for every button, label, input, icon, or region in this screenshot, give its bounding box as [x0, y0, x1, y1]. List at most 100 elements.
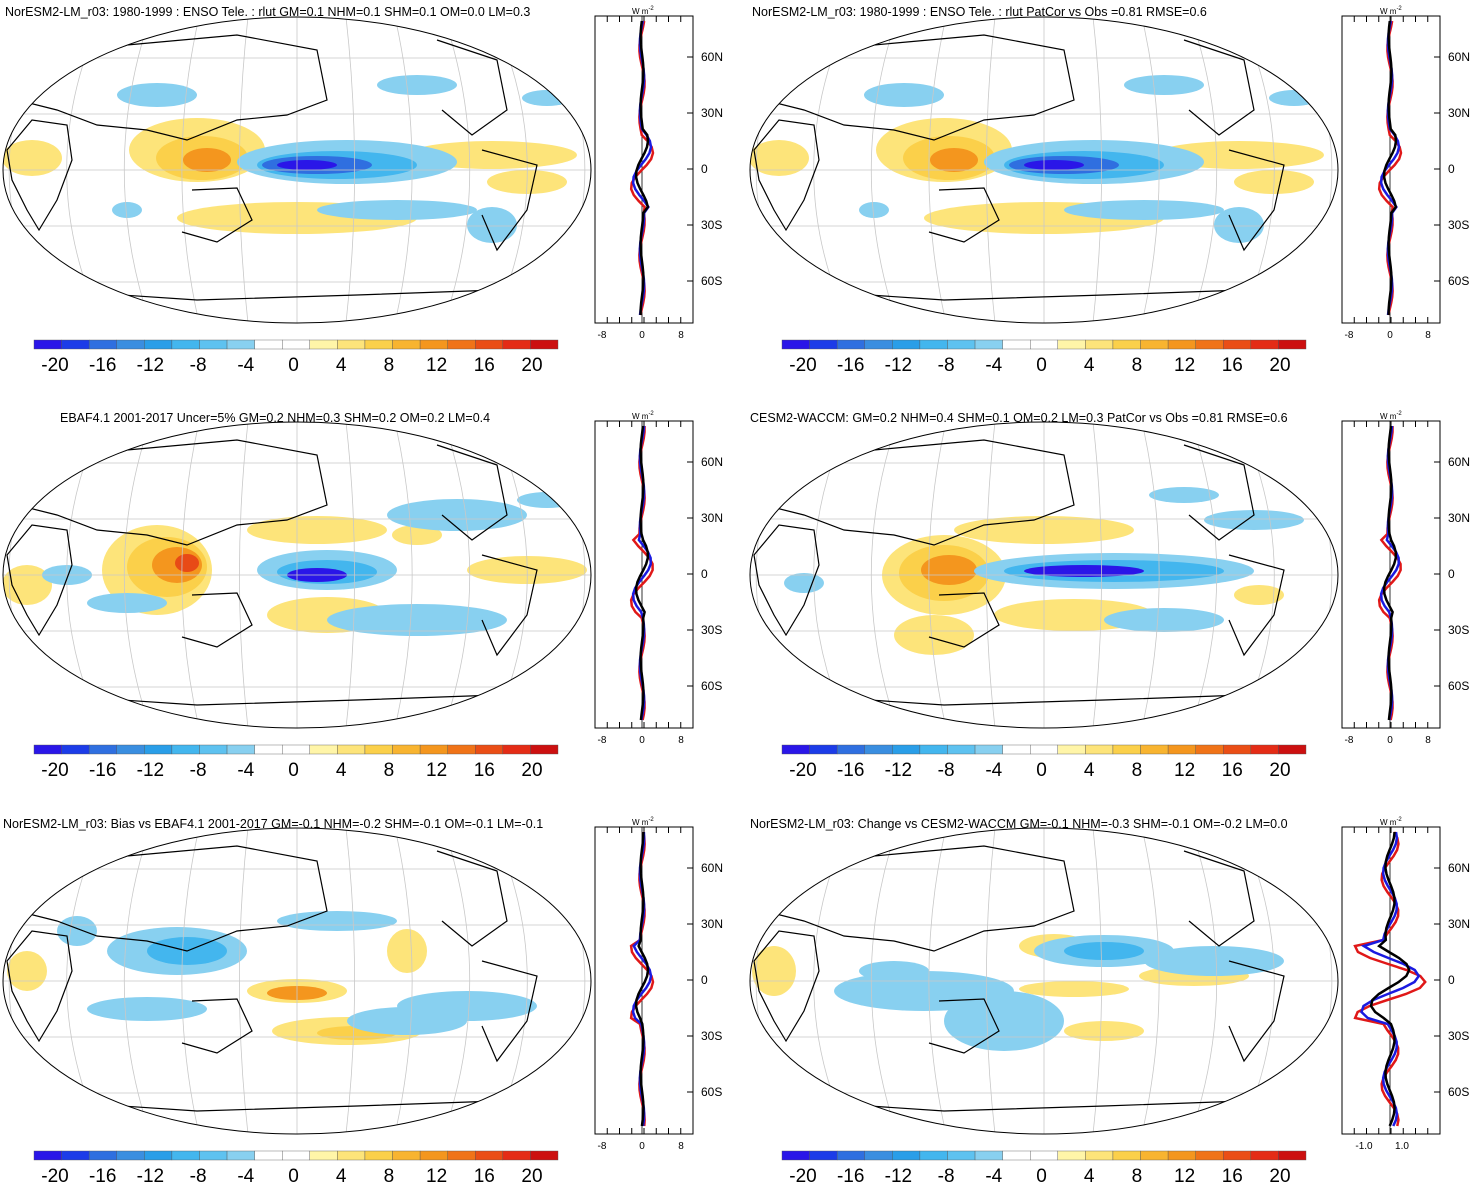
colorbar-swatch [1278, 1150, 1307, 1161]
positive-anomaly-region [1234, 585, 1284, 605]
colorbar-swatch [1002, 744, 1031, 755]
meridian-line [394, 17, 413, 323]
colorbar-swatch [1140, 339, 1169, 350]
colorbar-label: 20 [1269, 1166, 1290, 1187]
negative-anomaly-region [1064, 942, 1144, 960]
colorbar-swatch [1112, 339, 1141, 350]
colorbar-swatch [809, 1150, 838, 1161]
colorbar-swatch [447, 339, 476, 350]
colorbar-label: -8 [190, 760, 207, 781]
negative-anomaly-region [117, 83, 197, 107]
colorbar-swatch [530, 1150, 559, 1161]
lat-label: 60S [1448, 679, 1469, 693]
lat-label: 60N [1448, 455, 1470, 469]
colorbar-label: 16 [1222, 355, 1243, 376]
profile-model-curve [1360, 831, 1421, 1127]
coastline [436, 39, 508, 136]
positive-anomaly-region [1064, 1021, 1144, 1041]
colorbar-swatch [809, 744, 838, 755]
colorbar-swatch [809, 339, 838, 350]
colorbar-swatch [1140, 744, 1169, 755]
colorbar-swatch [144, 744, 173, 755]
colorbar-swatch [88, 744, 117, 755]
coastline [481, 960, 538, 1063]
map-5 [2, 827, 592, 1135]
colorbar-swatch [781, 339, 810, 350]
profile-xtick-label: 1.0 [1395, 1141, 1409, 1152]
colorbar-swatch [282, 339, 310, 350]
map-4 [749, 421, 1339, 729]
profile-xtick-label: 0 [639, 735, 645, 746]
colorbar-label: -4 [237, 1166, 254, 1187]
colorbar-label: 4 [1084, 760, 1095, 781]
meridian-line [1092, 422, 1102, 728]
colorbar-swatch [1030, 744, 1058, 755]
negative-anomaly-region [859, 961, 929, 981]
coastline [1183, 39, 1255, 136]
colorbar-label: -8 [190, 1166, 207, 1187]
negative-anomaly-region [1064, 200, 1224, 220]
colorbar-swatch [919, 339, 948, 350]
colorbar-label: 8 [1132, 1166, 1143, 1187]
colorbar-label: -12 [137, 760, 164, 781]
coastline [928, 187, 1000, 243]
profile-6: 60N 30N 0 30S 60S W m-2 -1.0 1.0 [1341, 817, 1470, 1152]
colorbar-label: -8 [938, 1166, 955, 1187]
coastline [928, 998, 1000, 1054]
colorbar-label: -12 [885, 355, 912, 376]
colorbar-label: -20 [41, 1166, 68, 1187]
lat-label: 30N [1448, 106, 1470, 120]
meridian-line [394, 422, 413, 728]
colorbar-swatch [171, 1150, 200, 1161]
profile-ref-curve [634, 20, 650, 316]
map-4-field [750, 422, 1338, 728]
coastline [436, 444, 508, 541]
negative-anomaly-region [1024, 160, 1084, 170]
colorbar-swatch [144, 1150, 173, 1161]
colorbar-swatch [864, 339, 893, 350]
colorbar-swatch [530, 339, 559, 350]
positive-anomaly-region [750, 140, 809, 176]
colorbar-label: -12 [137, 355, 164, 376]
map-3 [2, 421, 592, 729]
profile-xtick-label: -8 [598, 330, 607, 341]
map-6-field [750, 828, 1338, 1134]
coastline [1228, 554, 1285, 657]
colorbar-swatch [226, 1150, 255, 1161]
coastline [481, 149, 538, 252]
profile-xtick-label: 8 [678, 330, 684, 341]
negative-anomaly-region [1269, 90, 1319, 106]
positive-anomaly-region [1019, 981, 1129, 997]
profile-3: 60N 30N 0 30S 60S W m-2 -8 0 8 [594, 411, 723, 746]
colorbar-label: 20 [521, 760, 542, 781]
colorbar-label: -16 [837, 1166, 864, 1187]
meridian-line [870, 422, 898, 728]
colorbar-swatch [947, 744, 976, 755]
profile-units: W m-2 [1380, 411, 1402, 421]
panel-2-title: NorESM2-LM_r03: 1980-1999 : ENSO Tele. :… [752, 5, 1207, 19]
colorbar-swatch [419, 1150, 448, 1161]
colorbar-swatch [781, 744, 810, 755]
colorbar-swatch [33, 339, 62, 350]
negative-anomaly-region [1024, 565, 1144, 577]
colorbar-swatch [364, 744, 393, 755]
colorbar-swatch [61, 744, 90, 755]
lat-label: 60N [1448, 861, 1470, 875]
colorbar-swatch [1278, 744, 1307, 755]
meridian-line [181, 828, 200, 1134]
meridian-line [986, 422, 996, 728]
colorbar-label: -20 [789, 1166, 816, 1187]
map-2 [749, 16, 1339, 324]
colorbar-swatch [919, 1150, 948, 1161]
colorbar-swatch [947, 1150, 976, 1161]
colorbar-swatch [116, 744, 145, 755]
colorbar-swatch [254, 1150, 283, 1161]
colorbar-swatch [447, 1150, 476, 1161]
map-boundary [749, 421, 1339, 729]
colorbar-swatch [33, 1150, 62, 1161]
colorbar-swatch [1195, 744, 1224, 755]
colorbar-label: 0 [1036, 760, 1047, 781]
colorbar-swatch [864, 744, 893, 755]
negative-anomaly-region [864, 83, 944, 107]
lat-label: 0 [701, 567, 708, 581]
